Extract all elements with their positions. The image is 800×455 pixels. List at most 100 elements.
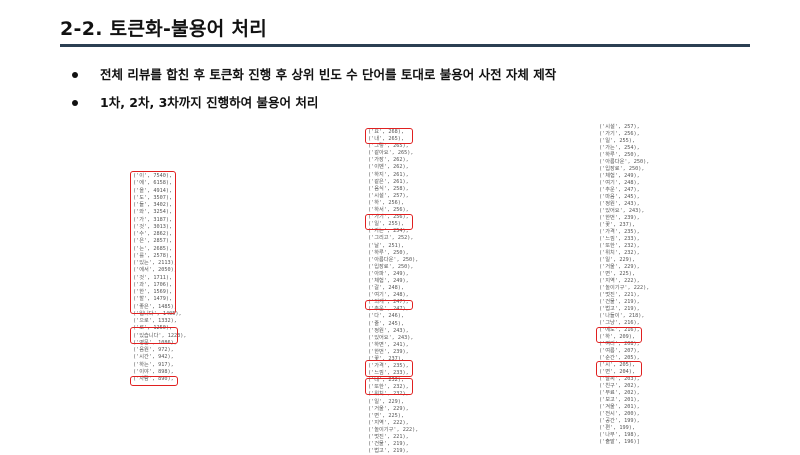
bullet-dot-icon xyxy=(72,100,78,106)
token-freq-line: ('좋은', 1485), xyxy=(133,303,177,310)
token-freq-line: ('일', 255), xyxy=(599,138,636,144)
token-freq-line: ('멋진', 221), xyxy=(599,292,640,298)
token-freq-line: ('가장', 262), xyxy=(368,157,409,164)
token-freq-line: ('일', 229), xyxy=(368,398,405,405)
token-freq-line: ('같은', 261), xyxy=(368,178,409,185)
token-freq-line: ('갈', 248), xyxy=(368,285,405,292)
token-freq-line: ('전시', 200), xyxy=(599,411,640,417)
token-freq-line: ('하루', 250), xyxy=(599,152,640,158)
token-freq-line: ('할', 1479), xyxy=(133,296,173,303)
token-freq-line: ('또한', 232), xyxy=(599,243,640,249)
token-freq-line: ('하', 209), xyxy=(599,334,636,340)
token-freq-line: ('시설', 257), xyxy=(599,124,640,130)
token-freq-line: ('한', 1569), xyxy=(133,289,173,295)
bullet-dot-icon xyxy=(72,72,78,78)
token-freq-line: ('가', 3187), xyxy=(133,216,173,223)
token-freq-line: ('나들이', 218), xyxy=(599,313,645,319)
token-freq-line: ('날', 251), xyxy=(368,242,405,249)
token-freq-line: ('도', 3507), xyxy=(133,194,173,201)
token-freq-line: ('은', 2857), xyxy=(133,238,173,245)
token-freq-line: ('겨울', 201), xyxy=(599,404,640,410)
token-freq-line: ('하는', 917), xyxy=(133,361,174,368)
token-freq-line: ('입장료', 250), xyxy=(368,263,414,270)
highlight-box xyxy=(365,128,413,144)
bullet-list: 전체 리뷰를 합친 후 토큰화 진행 후 상위 빈도 수 단어를 토대로 불용어… xyxy=(72,66,556,122)
token-freq-line: ('나무', 198), xyxy=(599,432,640,438)
token-freq-line: ('면', 225), xyxy=(368,412,405,419)
token-freq-line: ('법고', 219), xyxy=(599,306,640,312)
highlight-box xyxy=(596,361,642,377)
token-freq-line: ('마음', 245), xyxy=(599,194,640,200)
token-freq-line: ('날씨', 203), xyxy=(599,376,640,382)
token-freq-line: ('그렇', 265), xyxy=(368,143,409,150)
token-freq-line: ('가는', 254), xyxy=(599,145,640,151)
token-freq-line: ('를', 2578), xyxy=(133,252,173,259)
token-freq-line: ('또한', 232), xyxy=(368,384,409,391)
token-freq-line: ('입장료', 250), xyxy=(599,166,645,172)
token-freq-line: ('위치', 232), xyxy=(599,250,640,256)
token-freq-line: ('법고', 219), xyxy=(368,448,409,455)
token-freq-line: ('꽃', 237), xyxy=(368,356,405,362)
highlight-box xyxy=(365,378,413,395)
token-freq-line: ('여러', 208), xyxy=(599,341,640,347)
token-freq-line: ('보고', 201), xyxy=(599,397,640,403)
token-freq-line: ('는', 2685), xyxy=(133,245,173,252)
token-freq-line: ('내', 232), xyxy=(368,377,405,384)
bullet-text: 1차, 2차, 3차까지 진행하여 불용어 처리 xyxy=(100,95,319,110)
token-freq-line: ('되게', 247), xyxy=(368,299,409,306)
token-freq-line: ('것', 3013), xyxy=(133,223,173,230)
token-freq-line: ('이', 7540), xyxy=(133,173,173,179)
token-freq-line: ('와', 3254), xyxy=(133,209,173,216)
token-freq-line: ('내', 265), xyxy=(368,136,405,143)
token-freq-line: ('가기', 256), xyxy=(368,214,409,221)
token-freq-line: ('정원', 243), xyxy=(368,327,409,334)
token-freq-line: ('하', 256), xyxy=(368,199,405,206)
token-freq-line: ('아름다운', 250), xyxy=(599,159,650,165)
token-freq-line: ('시설', 257), xyxy=(368,192,409,199)
token-freq-line: ('놀이기구', 222), xyxy=(368,426,419,433)
token-freq-line: ('여기', 248), xyxy=(368,292,409,299)
token-freq-line: ('같아요', 265), xyxy=(368,150,414,157)
token-freq-line: ('그냥', 216), xyxy=(599,320,640,326)
token-freq-line: ('들', 3402), xyxy=(133,202,173,208)
token-freq-line: ('느낌', 233), xyxy=(599,236,640,242)
token-freq-line: ('한번', 239), xyxy=(368,348,409,355)
token-freq-line: ('무료', 202), xyxy=(599,390,640,396)
token-freq-line: ('그리고', 252), xyxy=(368,235,414,242)
token-freq-line: ('면', 225), xyxy=(599,271,636,277)
token-freq-line: ('다', 246), xyxy=(368,313,405,320)
token-freq-line: ('일', 255), xyxy=(368,221,405,228)
highlight-box xyxy=(596,327,642,343)
token-freq-line: ('영문', 1086), xyxy=(133,339,177,346)
token-freq-line: ('순간', 205), xyxy=(599,355,640,361)
token-freq-line: ('지역', 222), xyxy=(599,278,640,284)
token-freq-line: ('이야', 898), xyxy=(133,368,174,375)
token-freq-line: ('가기', 256), xyxy=(599,131,640,137)
token-freq-line: ('여기', 248), xyxy=(599,180,640,186)
highlight-box xyxy=(365,360,413,377)
token-freq-line: ('과', 1706), xyxy=(133,281,173,288)
token-freq-line: ('건물', 219), xyxy=(368,441,409,448)
token-freq-line: ('있어요', 243), xyxy=(368,334,414,341)
highlight-box xyxy=(365,300,413,310)
highlight-box xyxy=(130,376,178,386)
token-freq-line: ('에도', 216), xyxy=(599,327,640,333)
token-freq-line: ('줄', 245), xyxy=(368,320,405,327)
title-divider xyxy=(60,44,750,47)
token-freq-line: ('거울', 229), xyxy=(599,264,640,270)
stopword-output-round2: ('요', 268), ('내', 265), ('그렇', 265), ('같아요'… xyxy=(368,129,418,455)
token-freq-line: ('일', 229), xyxy=(599,257,636,263)
token-freq-line: ('요', 268), xyxy=(368,129,405,135)
token-freq-line: ('사람', 890), xyxy=(133,376,174,382)
token-freq-line: ('친구', 202), xyxy=(599,383,640,389)
bullet-item: 1차, 2차, 3차까지 진행하여 불용어 처리 xyxy=(72,94,556,122)
token-freq-line: ('아파', 249), xyxy=(368,270,409,277)
token-freq-line: ('지역', 222), xyxy=(368,419,409,426)
token-freq-line: ('멋진', 221), xyxy=(368,434,409,441)
token-freq-line: ('꽃', 237), xyxy=(599,222,636,228)
token-freq-line: ('하루', 250), xyxy=(368,249,409,256)
highlight-box xyxy=(130,171,176,314)
token-freq-line: ('하면', 241), xyxy=(368,341,409,348)
token-freq-line: ('있는', 2113), xyxy=(133,260,177,266)
page-title: 2-2. 토큰화-불용어 처리 xyxy=(60,18,267,40)
